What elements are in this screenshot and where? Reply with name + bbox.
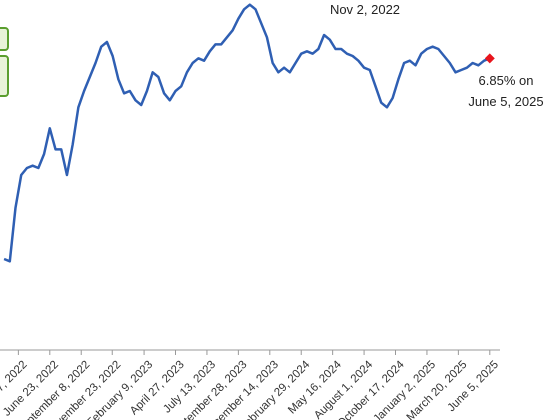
legend-box: [0, 27, 9, 51]
series-line: [3, 3, 491, 263]
annotation: June 5, 2025: [468, 94, 543, 109]
x-tick-label: June 23, 2022: [1, 359, 61, 419]
annotation: 6.85% on: [479, 73, 534, 88]
last-point-marker: [484, 53, 495, 64]
legend-box: [0, 55, 9, 97]
annotation: Nov 2, 2022: [330, 2, 400, 17]
